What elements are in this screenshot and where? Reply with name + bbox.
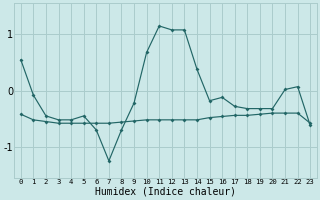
X-axis label: Humidex (Indice chaleur): Humidex (Indice chaleur) <box>95 187 236 197</box>
